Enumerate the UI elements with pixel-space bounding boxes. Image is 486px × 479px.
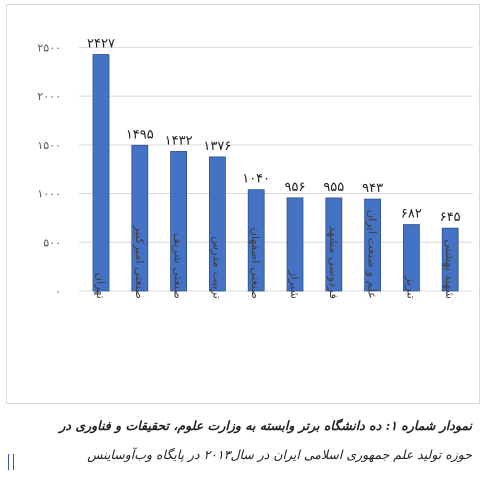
x-tick-label: شیراز	[287, 270, 302, 299]
figure-caption-line-1: نمودار شماره ۱: ده دانشگاه برتر وابسته ب…	[59, 418, 472, 433]
x-tick-label: شهید بهشتی	[443, 239, 457, 299]
y-tick-label: ۱۵۰۰	[37, 139, 61, 152]
data-label: ۱۳۷۶	[203, 139, 231, 154]
x-tick-label: علم و صنعت ایران	[365, 210, 380, 299]
x-tick-label: تبریز	[403, 275, 418, 299]
data-label: ۹۵۵	[323, 180, 344, 195]
x-tick-label: فردوسی مشهد	[326, 226, 341, 299]
x-tick-label: تربیت مدرس	[209, 236, 224, 299]
bar	[247, 189, 265, 292]
bar	[286, 197, 304, 292]
x-tick-label: صنعتی شریف	[171, 232, 186, 299]
y-tick-label: ۰	[55, 285, 61, 298]
data-label: ۶۸۲	[401, 207, 422, 222]
x-tick-label: صنعتی اصفهان	[249, 227, 263, 299]
data-label: ۲۴۲۷	[87, 36, 115, 51]
data-label: ۱۰۴۰	[242, 172, 270, 187]
x-tick-label: تهران	[93, 273, 108, 300]
bar	[441, 227, 459, 292]
y-tick-label: ۵۰۰	[43, 236, 61, 249]
bar-chart: ۰ ۵۰۰ ۱۰۰۰ ۱۵۰۰ ۲۰۰۰ ۲۵۰۰ ۲۴۲۷ تهران ۱۴۹۵ صنعتی ا…	[37, 36, 473, 300]
bar	[131, 144, 149, 292]
data-label: ۹۵۶	[285, 180, 306, 195]
bar	[402, 224, 420, 292]
data-label: ۶۴۵	[440, 210, 461, 225]
data-label: ۹۴۳	[362, 181, 383, 196]
y-tick-label: ۱۰۰۰	[37, 188, 61, 201]
bar	[364, 198, 382, 292]
y-tick-label: ۲۵۰۰	[37, 41, 61, 54]
y-tick-label: ۲۰۰۰	[37, 90, 61, 103]
bar	[170, 151, 188, 292]
data-label: ۱۴۹۵	[126, 127, 154, 142]
bar	[208, 156, 226, 292]
bar	[92, 54, 110, 292]
bar	[325, 197, 343, 292]
corner-marks	[8, 454, 18, 472]
x-tick-label: صنعتی امیرکبیر	[132, 225, 147, 299]
data-label: ۱۴۳۲	[165, 133, 193, 148]
chart-frame: ۰ ۵۰۰ ۱۰۰۰ ۱۵۰۰ ۲۰۰۰ ۲۵۰۰ ۲۴۲۷ تهران ۱۴۹۵ صنعتی ا…	[6, 4, 480, 404]
figure-caption-line-2: حوزه تولید علم جمهوری اسلامی ایران در سا…	[87, 447, 472, 462]
